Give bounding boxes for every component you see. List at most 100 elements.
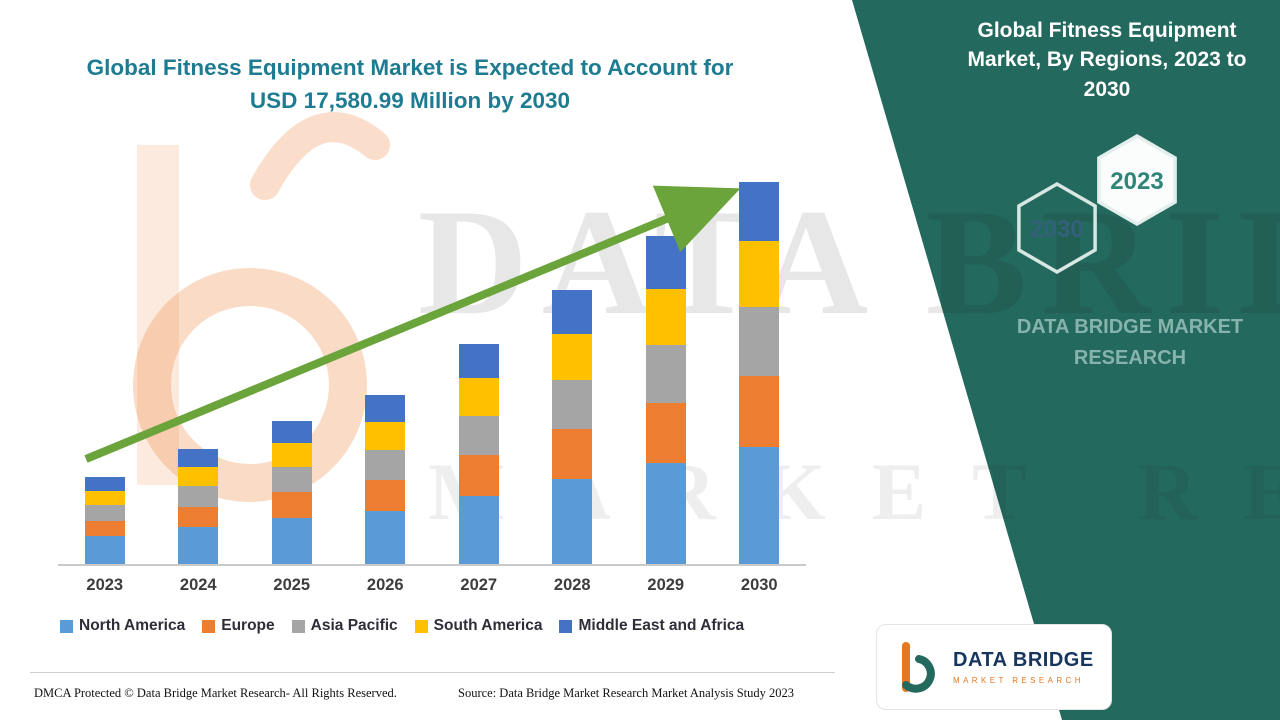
page-title: Global Fitness Equipment Market is Expec… xyxy=(75,52,745,117)
legend-label: Asia Pacific xyxy=(310,617,398,634)
segment-2024-europe xyxy=(178,506,219,528)
stacked-bar-2030 xyxy=(739,182,780,564)
page-title-line2: USD 17,580.99 Million by 2030 xyxy=(249,87,571,113)
x-axis-label-2027: 2027 xyxy=(460,576,498,594)
segment-2025-asia-pacific xyxy=(271,467,312,493)
bar-slot-2027 xyxy=(432,168,526,564)
segment-2029-europe xyxy=(645,403,686,463)
hexagon-2030-icon xyxy=(1017,181,1097,275)
page-title-line1: Global Fitness Equipment Market is Expec… xyxy=(86,55,734,80)
segment-2024-north-america xyxy=(178,527,219,564)
x-axis-label-2030: 2030 xyxy=(740,576,778,594)
segment-2027-europe xyxy=(458,455,499,496)
stacked-bar-2027 xyxy=(458,343,499,564)
hexagon-2030-label: 2030 xyxy=(1030,216,1083,243)
legend-label: South America xyxy=(433,617,543,634)
stacked-bar-2024 xyxy=(178,448,219,564)
segment-2028-europe xyxy=(552,429,593,480)
segment-2026-asia-pacific xyxy=(365,450,406,481)
segment-2029-asia-pacific xyxy=(645,344,686,404)
segment-2026-south-america xyxy=(365,421,406,451)
company-logo: DATA BRIDGE MARKET RESEARCH xyxy=(876,624,1112,710)
legend-item-europe: Europe xyxy=(202,617,275,635)
stacked-bar-2029 xyxy=(645,235,686,564)
segment-2028-north-america xyxy=(552,479,593,564)
x-axis-label-2025: 2025 xyxy=(273,576,311,594)
segment-2029-middle-east-and-africa xyxy=(645,235,686,290)
segment-2027-middle-east-and-africa xyxy=(458,343,499,379)
segment-2030-asia-pacific xyxy=(739,307,780,377)
legend-swatch-icon xyxy=(414,619,428,633)
legend-swatch-icon xyxy=(559,619,573,633)
chart-legend: North America Europe Asia Pacific South Ame… xyxy=(60,617,840,635)
year-hexagons: 2030 2023 xyxy=(1017,133,1177,275)
dmca-notice: DMCA Protected © Data Bridge Market Rese… xyxy=(34,686,397,700)
segment-2023-north-america xyxy=(84,535,125,564)
x-axis-labels: 2023 2024 2025 2026 2027 2028 2029 2030 xyxy=(58,576,806,595)
hexagon-2023-icon xyxy=(1097,133,1177,227)
segment-2027-asia-pacific xyxy=(458,416,499,456)
segment-2026-middle-east-and-africa xyxy=(365,394,406,422)
segment-2028-asia-pacific xyxy=(552,380,593,430)
legend-label: Middle East and Africa xyxy=(578,617,745,634)
legend-label: Europe xyxy=(221,617,275,634)
x-axis-label-2023: 2023 xyxy=(86,576,124,594)
segment-2027-south-america xyxy=(458,378,499,417)
segment-2025-europe xyxy=(271,492,312,519)
legend-label: North America xyxy=(79,617,186,634)
segment-2023-europe xyxy=(84,520,125,536)
bars-area xyxy=(58,168,806,566)
segment-2024-asia-pacific xyxy=(178,485,219,507)
segment-2030-middle-east-and-africa xyxy=(739,182,780,241)
logo-subtitle: MARKET RESEARCH xyxy=(953,676,1084,685)
bar-slot-2030 xyxy=(713,168,807,564)
legend-item-asia-pacific: Asia Pacific xyxy=(291,617,398,635)
stacked-bar-2026 xyxy=(365,394,406,564)
legend-swatch-icon xyxy=(202,619,216,633)
bar-slot-2028 xyxy=(526,168,620,564)
stacked-bar-2023 xyxy=(84,477,125,564)
stacked-bar-2028 xyxy=(552,290,593,564)
x-axis-label-2024: 2024 xyxy=(179,576,217,594)
segment-2029-south-america xyxy=(645,289,686,345)
legend-item-south-america: South America xyxy=(414,617,543,635)
bar-slot-2023 xyxy=(58,168,152,564)
segment-2024-south-america xyxy=(178,467,219,486)
segment-2025-south-america xyxy=(271,443,312,468)
bar-slot-2024 xyxy=(152,168,246,564)
legend-swatch-icon xyxy=(291,619,305,633)
legend-item-middle-east-and-africa: Middle East and Africa xyxy=(559,617,744,635)
segment-2030-europe xyxy=(739,376,780,447)
source-note: Source: Data Bridge Market Research Mark… xyxy=(458,686,795,700)
segment-2030-south-america xyxy=(739,240,780,308)
logo-title: DATA BRIDGE xyxy=(953,649,1094,671)
segment-2029-north-america xyxy=(645,463,686,564)
side-panel-brand-line1: DATA BRIDGE MARKET xyxy=(1016,316,1244,338)
x-axis-label-2028: 2028 xyxy=(553,576,591,594)
bar-slot-2029 xyxy=(619,168,713,564)
side-panel-brand: DATA BRIDGE MARKET RESEARCH xyxy=(990,312,1270,374)
bar-slot-2025 xyxy=(245,168,339,564)
segment-2023-middle-east-and-africa xyxy=(84,477,125,492)
legend-item-north-america: North America xyxy=(60,617,185,635)
segment-2025-middle-east-and-africa xyxy=(271,420,312,444)
side-panel-title: Global Fitness Equipment Market, By Regi… xyxy=(967,19,1247,101)
segment-2028-middle-east-and-africa xyxy=(552,290,593,334)
legend-swatch-icon xyxy=(60,619,73,633)
segment-2026-europe xyxy=(365,480,406,511)
x-axis-label-2029: 2029 xyxy=(647,576,685,594)
segment-2027-north-america xyxy=(458,495,499,564)
segment-2024-middle-east-and-africa xyxy=(178,448,219,468)
data-bridge-logo-icon xyxy=(902,642,935,693)
side-panel-brand-line2: RESEARCH xyxy=(1073,347,1187,369)
hexagon-2023-label: 2023 xyxy=(1110,168,1163,195)
bar-slot-2026 xyxy=(339,168,433,564)
x-axis-label-2026: 2026 xyxy=(366,576,404,594)
segment-2023-south-america xyxy=(84,491,125,506)
segment-2028-south-america xyxy=(552,333,593,381)
segment-2025-north-america xyxy=(271,518,312,564)
segment-2026-north-america xyxy=(365,510,406,564)
footer-divider xyxy=(30,672,835,673)
segment-2030-north-america xyxy=(739,446,780,564)
